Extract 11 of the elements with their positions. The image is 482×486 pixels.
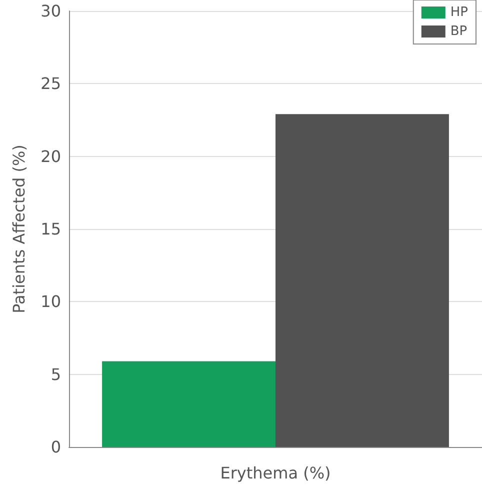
legend-label: HP: [450, 5, 468, 20]
legend-label: BP: [450, 24, 468, 39]
y-axis-title: Patients Affected (%): [10, 144, 28, 314]
y-tick-label: 15: [40, 220, 61, 238]
y-tick-label: 10: [40, 292, 61, 312]
x-axis-title: Erythema (%): [220, 464, 331, 482]
y-tick-label: 5: [50, 364, 61, 384]
y-tick-label: 30: [40, 2, 61, 20]
y-tick-label: 0: [50, 438, 61, 456]
y-tick-label: 25: [40, 74, 61, 94]
y-tick-label: 20: [40, 146, 61, 166]
